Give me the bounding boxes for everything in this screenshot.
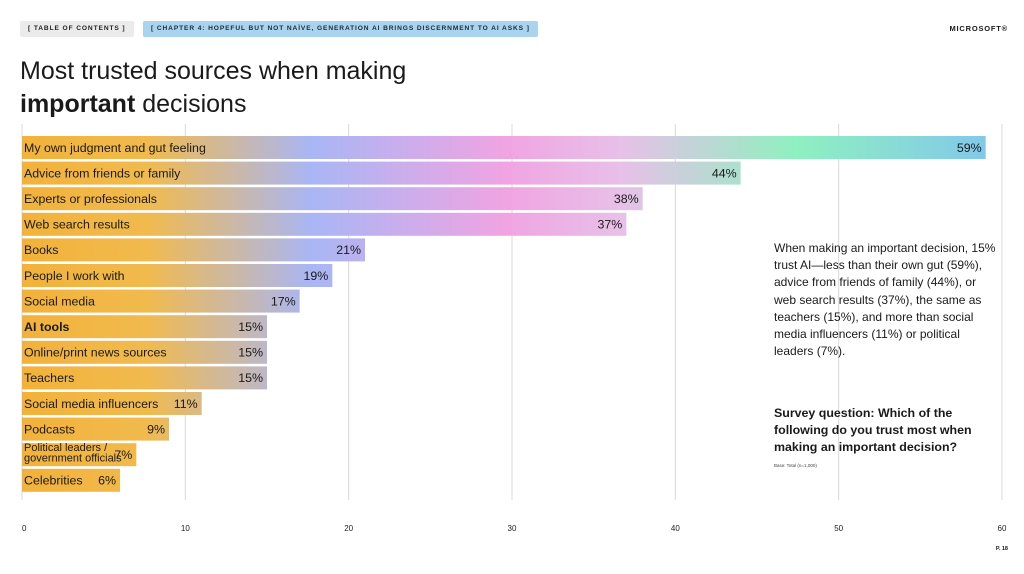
value-label: 44%	[712, 166, 737, 180]
value-label: 38%	[614, 192, 639, 206]
bars	[22, 136, 986, 492]
table-of-contents-link[interactable]: [ TABLE OF CONTENTS ]	[20, 21, 134, 37]
x-axis-ticks: 0 10 20 30 40 50 60	[22, 524, 1007, 533]
category-label: Experts or professionals	[24, 192, 157, 206]
value-labels: 59% 44% 38% 37% 21% 19% 17% 15% 15% 15% 11% 9% 7% 6%	[98, 141, 982, 488]
category-label: Podcasts	[24, 422, 75, 436]
x-tick-label: 50	[834, 524, 843, 533]
category-label: Celebrities	[24, 474, 83, 488]
value-label: 7%	[114, 448, 132, 462]
value-label: 15%	[238, 320, 263, 334]
insight-text: When making an important decision, 15% t…	[774, 241, 996, 359]
value-label: 11%	[174, 397, 198, 411]
bar	[22, 161, 741, 185]
value-label: 15%	[238, 346, 263, 360]
value-label: 19%	[304, 269, 329, 283]
bar	[22, 187, 643, 211]
base-note: Base: Total (n=1,000)	[774, 463, 817, 468]
bar	[22, 264, 333, 287]
category-label: My own judgment and gut feeling	[24, 141, 206, 155]
bar	[22, 468, 120, 492]
bar	[22, 340, 267, 364]
category-label: Books	[24, 243, 58, 257]
x-tick-label: 20	[344, 524, 353, 533]
category-label: People I work with	[24, 269, 125, 283]
value-label: 9%	[147, 422, 165, 436]
x-tick-label: 40	[671, 524, 680, 533]
title-bold-word: important	[20, 90, 136, 118]
category-label: Political leaders / government officials	[24, 442, 122, 465]
bar	[22, 289, 300, 313]
survey-question: Survey question: Which of the following …	[774, 406, 972, 454]
bar	[22, 212, 627, 236]
value-label: 37%	[598, 218, 623, 232]
brand-logo: MICROSOFT®	[949, 24, 1008, 33]
category-label: Teachers	[24, 371, 74, 385]
bar	[22, 366, 267, 390]
title-line-2: decisions	[135, 90, 247, 118]
value-label: 59%	[957, 141, 982, 155]
category-label: Social media influencers	[24, 397, 158, 411]
title-line-1: Most trusted sources when making	[20, 57, 407, 85]
bar	[22, 443, 137, 467]
bar	[22, 136, 986, 159]
category-label: AI tools	[24, 320, 70, 334]
chapter-link[interactable]: [ CHAPTER 4: HOPEFUL BUT NOT NAÏVE, GENE…	[143, 21, 538, 37]
value-label: 15%	[238, 371, 263, 385]
x-tick-label: 60	[998, 524, 1007, 533]
value-label: 21%	[336, 243, 361, 257]
category-label: Social media	[24, 294, 95, 308]
bar	[22, 315, 267, 339]
bar	[22, 392, 202, 415]
value-label: 6%	[98, 474, 116, 488]
category-label: Online/print news sources	[24, 346, 167, 360]
page-title: Most trusted sources when making importa…	[20, 55, 406, 121]
x-tick-label: 10	[181, 524, 190, 533]
bar	[22, 417, 169, 441]
x-tick-label: 30	[508, 524, 517, 533]
page-number: P. 18	[995, 546, 1008, 552]
category-label: Web search results	[24, 218, 130, 232]
x-tick-label: 0	[22, 524, 27, 533]
value-label: 17%	[271, 294, 296, 308]
category-labels: My own judgment and gut feeling Advice fr…	[24, 141, 206, 488]
category-label: Advice from friends or family	[24, 166, 181, 180]
bar	[22, 238, 365, 262]
